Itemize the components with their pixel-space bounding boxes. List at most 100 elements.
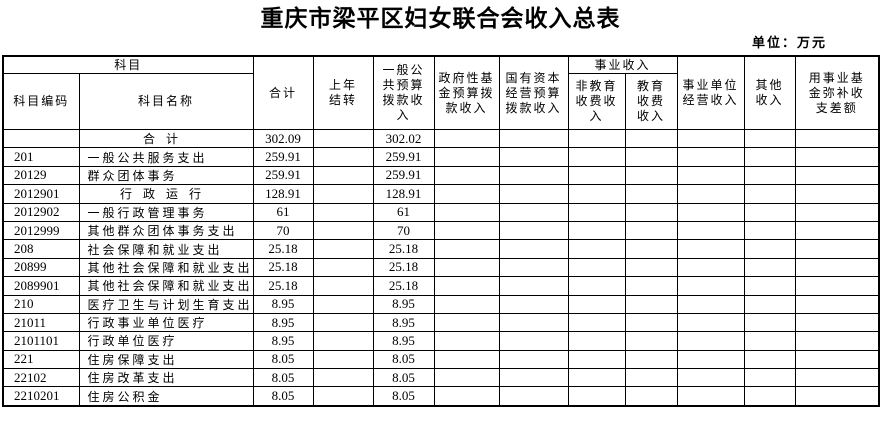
carryover-value-cell xyxy=(312,128,374,149)
carryover-value-cell xyxy=(312,147,374,167)
non-edu-fee-value-cell xyxy=(567,257,626,278)
header-subject-name: 科目名称 xyxy=(78,73,254,130)
fund-balance-value-cell xyxy=(794,257,880,278)
gov-fund-budget-value-cell xyxy=(433,349,500,370)
non-edu-fee-value-cell xyxy=(567,294,626,314)
carryover-value-cell xyxy=(312,165,374,186)
gov-fund-budget-value-cell xyxy=(433,220,500,241)
fund-balance-value-cell xyxy=(794,239,880,259)
table-row: 20899 其他社会保障和就业支出 25.18 25.18 xyxy=(2,257,880,278)
gov-fund-budget-value-cell xyxy=(433,257,500,278)
total-value-cell: 61 xyxy=(252,202,314,222)
table-row: 21011 行政事业单位医疗 8.95 8.95 xyxy=(2,312,880,333)
carryover-value-cell xyxy=(312,184,374,204)
general-public-budget-value-cell: 70 xyxy=(372,220,435,241)
total-value-cell: 259.91 xyxy=(252,165,314,186)
business-unit-operating-value-cell xyxy=(676,220,745,241)
state-capital-budget-value-cell xyxy=(498,257,569,278)
general-public-budget-value-cell: 8.05 xyxy=(372,368,435,388)
income-summary-table: 科目 合计 上年结转 一般公共预算拨款收入 政府性基金预算拨款收入 国有资本经营… xyxy=(2,55,881,407)
subject-name-cell: 合计 xyxy=(78,128,254,149)
state-capital-budget-value-cell xyxy=(498,349,569,370)
edu-fee-value-cell xyxy=(624,239,678,259)
state-capital-budget-value-cell xyxy=(498,165,569,186)
table-row: 2012902 一般行政管理事务 61 61 xyxy=(2,202,880,222)
subject-code-cell: 210 xyxy=(2,294,80,314)
total-value-cell: 8.05 xyxy=(252,349,314,370)
general-public-budget-value-cell: 25.18 xyxy=(372,257,435,278)
subject-code-cell: 221 xyxy=(2,349,80,370)
edu-fee-value-cell xyxy=(624,386,678,407)
subject-name-cell: 行政事业单位医疗 xyxy=(78,312,254,333)
non-edu-fee-value-cell xyxy=(567,220,626,241)
other-income-value-cell xyxy=(743,184,796,204)
subject-code-cell: 2012902 xyxy=(2,202,80,222)
table-row: 221 住房保障支出 8.05 8.05 xyxy=(2,349,880,370)
other-income-value-cell xyxy=(743,331,796,351)
header-subject: 科目 xyxy=(2,55,254,74)
subject-code-cell: 21011 xyxy=(2,312,80,333)
gov-fund-budget-value-cell xyxy=(433,165,500,186)
subject-code-cell: 20129 xyxy=(2,165,80,186)
subject-name-cell: 其他群众团体事务支出 xyxy=(78,220,254,241)
gov-fund-budget-value-cell xyxy=(433,386,500,407)
fund-balance-value-cell xyxy=(794,349,880,370)
fund-balance-value-cell xyxy=(794,386,880,407)
fund-balance-value-cell xyxy=(794,147,880,167)
subject-code-cell: 2210201 xyxy=(2,386,80,407)
edu-fee-value-cell xyxy=(624,349,678,370)
edu-fee-value-cell xyxy=(624,312,678,333)
table-row: 22102 住房改革支出 8.05 8.05 xyxy=(2,368,880,388)
general-public-budget-value-cell: 25.18 xyxy=(372,276,435,296)
non-edu-fee-value-cell xyxy=(567,386,626,407)
carryover-value-cell xyxy=(312,386,374,407)
total-value-cell: 8.95 xyxy=(252,294,314,314)
other-income-value-cell xyxy=(743,349,796,370)
total-value-cell: 25.18 xyxy=(252,239,314,259)
edu-fee-value-cell xyxy=(624,257,678,278)
table-row: 2012999 其他群众团体事务支出 70 70 xyxy=(2,220,880,241)
header-business-unit-operating: 事业单位经营收入 xyxy=(676,55,745,130)
general-public-budget-value-cell: 128.91 xyxy=(372,184,435,204)
state-capital-budget-value-cell xyxy=(498,331,569,351)
general-public-budget-value-cell: 8.95 xyxy=(372,312,435,333)
edu-fee-value-cell xyxy=(624,276,678,296)
gov-fund-budget-value-cell xyxy=(433,294,500,314)
subject-name-cell: 住房保障支出 xyxy=(78,349,254,370)
total-value-cell: 8.05 xyxy=(252,386,314,407)
business-unit-operating-value-cell xyxy=(676,294,745,314)
business-unit-operating-value-cell xyxy=(676,239,745,259)
edu-fee-value-cell xyxy=(624,331,678,351)
fund-balance-value-cell xyxy=(794,331,880,351)
total-value-cell: 25.18 xyxy=(252,257,314,278)
table-header: 科目 合计 上年结转 一般公共预算拨款收入 政府性基金预算拨款收入 国有资本经营… xyxy=(2,55,880,130)
carryover-value-cell xyxy=(312,349,374,370)
state-capital-budget-value-cell xyxy=(498,147,569,167)
subject-code-cell: 2089901 xyxy=(2,276,80,296)
other-income-value-cell xyxy=(743,165,796,186)
state-capital-budget-value-cell xyxy=(498,368,569,388)
non-edu-fee-value-cell xyxy=(567,368,626,388)
non-edu-fee-value-cell xyxy=(567,165,626,186)
fund-balance-value-cell xyxy=(794,165,880,186)
header-carryover: 上年结转 xyxy=(312,55,374,130)
total-value-cell: 8.05 xyxy=(252,368,314,388)
state-capital-budget-value-cell xyxy=(498,239,569,259)
unit-label: 单位：万元 xyxy=(751,35,827,50)
report-page: 重庆市梁平区妇女联合会收入总表 单位：万元 科目 合计 上年结转 一般公共预算拨… xyxy=(0,6,881,407)
fund-balance-value-cell xyxy=(794,276,880,296)
other-income-value-cell xyxy=(743,147,796,167)
header-state-capital-budget: 国有资本经营预算拨款收入 xyxy=(498,55,569,130)
general-public-budget-value-cell: 25.18 xyxy=(372,239,435,259)
non-edu-fee-value-cell xyxy=(567,331,626,351)
header-edu-fee: 教育收费收入 xyxy=(624,73,678,130)
business-unit-operating-value-cell xyxy=(676,312,745,333)
business-unit-operating-value-cell xyxy=(676,349,745,370)
gov-fund-budget-value-cell xyxy=(433,368,500,388)
general-public-budget-value-cell: 61 xyxy=(372,202,435,222)
edu-fee-value-cell xyxy=(624,128,678,149)
header-general-public-budget: 一般公共预算拨款收入 xyxy=(372,55,435,130)
state-capital-budget-value-cell xyxy=(498,276,569,296)
subject-name-cell: 医疗卫生与计划生育支出 xyxy=(78,294,254,314)
state-capital-budget-value-cell xyxy=(498,202,569,222)
